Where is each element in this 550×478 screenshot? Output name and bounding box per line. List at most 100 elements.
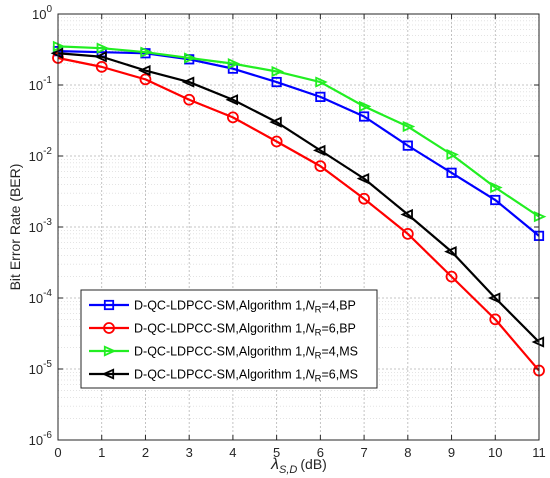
y-tick-exponent: -2	[43, 146, 52, 157]
y-tick-label: 10-2	[29, 146, 53, 164]
marker-triangle-left	[101, 368, 115, 380]
y-tick-base: 10	[29, 291, 43, 306]
legend-label-sub: R	[315, 305, 322, 316]
marker-triangle-right	[402, 120, 416, 133]
x-axis-label: λS,D (dB)	[270, 456, 327, 476]
marker-triangle-right	[184, 52, 197, 64]
legend-label: D-QC-LDPCC-SM,Algorithm 1,NR=4,MS	[134, 345, 358, 362]
y-tick-base: 10	[29, 433, 43, 448]
y-tick-label: 10-5	[29, 359, 53, 377]
legend-entry-2: D-QC-LDPCC-SM,Algorithm 1,NR=6,BP	[89, 322, 356, 339]
y-tick-base: 10	[29, 78, 43, 93]
legend: D-QC-LDPCC-SM,Algorithm 1,NR=4,BPD-QC-LD…	[80, 289, 378, 389]
marker-triangle-right	[96, 42, 110, 54]
marker-triangle-left	[269, 116, 282, 128]
y-tick-exponent: -5	[43, 359, 52, 370]
legend-entry-4: D-QC-LDPCC-SM,Algorithm 1,NR=6,MS	[89, 368, 358, 385]
legend-label: D-QC-LDPCC-SM,Algorithm 1,NR=6,MS	[134, 368, 358, 385]
x-tick-label: 9	[448, 445, 455, 460]
marker-triangle-left	[444, 246, 457, 258]
marker-triangle-right	[227, 58, 241, 70]
legend-label: D-QC-LDPCC-SM,Algorithm 1,NR=6,BP	[134, 322, 356, 339]
marker-triangle-right	[315, 76, 328, 88]
marker-circle	[227, 111, 239, 124]
marker-circle	[95, 60, 108, 73]
marker-circle	[358, 192, 370, 205]
x-tick-label: 0	[54, 445, 61, 460]
marker-square	[358, 111, 370, 122]
legend-label-var: N	[306, 299, 316, 313]
y-tick-base: 10	[29, 149, 43, 164]
marker-circle	[139, 73, 152, 86]
marker-triangle-left	[94, 51, 107, 63]
marker-square	[103, 299, 115, 311]
marker-square	[446, 167, 457, 178]
legend-label-sub: R	[315, 328, 322, 339]
marker-triangle-right	[490, 181, 503, 194]
marker-square	[315, 91, 326, 102]
y-tick-exponent: -3	[43, 217, 52, 228]
marker-triangle-right	[446, 148, 459, 161]
y-tick-base: 10	[32, 7, 46, 22]
series-line	[57, 50, 540, 237]
marker-triangle-left	[312, 144, 326, 156]
x-tick-label: 2	[142, 445, 149, 460]
marker-circle	[183, 93, 196, 106]
legend-label-prefix: D-QC-LDPCC-SM,Algorithm 1,	[134, 368, 306, 382]
legend-label: D-QC-LDPCC-SM,Algorithm 1,NR=4,BP	[134, 299, 356, 316]
marker-triangle-left	[181, 76, 195, 88]
x-axis-symbol: λ	[270, 456, 279, 473]
x-tick-label: 5	[273, 445, 280, 460]
x-tick-labels: 0 1 2 3 4 5 6 7 8 9 10 11	[54, 445, 545, 460]
x-tick-label: 3	[186, 445, 193, 460]
y-tick-exponent: 0	[46, 4, 52, 15]
y-tick-label: 10-3	[29, 217, 53, 235]
marker-triangle-left	[225, 94, 239, 106]
legend-label-prefix: D-QC-LDPCC-SM,Algorithm 1,	[134, 299, 306, 313]
x-axis-subscript: S,D	[279, 464, 297, 476]
y-tick-exponent: -6	[43, 430, 52, 441]
marker-circle	[401, 227, 414, 240]
marker-circle	[489, 313, 502, 326]
marker-triangle-left	[487, 292, 501, 304]
legend-label-var: N	[306, 322, 316, 336]
x-tick-label: 8	[404, 445, 411, 460]
legend-label-prefix: D-QC-LDPCC-SM,Algorithm 1,	[134, 345, 306, 359]
y-tick-label: 10-4	[29, 288, 53, 306]
y-tick-base: 10	[29, 362, 43, 377]
axes-box	[57, 13, 540, 441]
y-tick-label: 10-6	[29, 430, 53, 448]
marker-triangle-right	[271, 65, 285, 78]
x-tick-label: 10	[488, 445, 502, 460]
series-line	[57, 52, 540, 343]
series-2	[52, 52, 545, 377]
x-tick-label: 1	[98, 445, 105, 460]
series-line	[57, 56, 540, 372]
marker-triangle-right	[358, 100, 372, 112]
legend-entry-3: D-QC-LDPCC-SM,Algorithm 1,NR=4,MS	[89, 345, 358, 362]
x-tick-label: 7	[360, 445, 367, 460]
marker-circle	[270, 135, 283, 148]
marker-circle	[103, 322, 115, 334]
legend-label-var: N	[306, 368, 316, 382]
x-tick-label: 6	[317, 445, 324, 460]
legend-box	[80, 289, 378, 389]
marker-triangle-left	[356, 173, 370, 185]
legend-label-suffix: =4,MS	[321, 345, 357, 359]
y-axis-label: Bit Error Rate (BER)	[7, 164, 23, 291]
marker-triangle-right	[140, 46, 153, 58]
y-tick-exponent: -1	[43, 75, 52, 86]
x-tick-label: 11	[532, 445, 546, 460]
y-tick-label: 100	[32, 4, 52, 22]
legend-label-suffix: =6,BP	[321, 322, 355, 336]
marker-square	[490, 194, 501, 206]
legend-label-suffix: =4,BP	[321, 299, 355, 313]
marker-triangle-right	[103, 345, 117, 357]
marker-triangle-left	[138, 64, 151, 77]
marker-triangle-left	[400, 208, 413, 221]
legend-label-prefix: D-QC-LDPCC-SM,Algorithm 1,	[134, 322, 306, 336]
marker-square	[271, 76, 282, 88]
series-layer	[50, 40, 547, 377]
